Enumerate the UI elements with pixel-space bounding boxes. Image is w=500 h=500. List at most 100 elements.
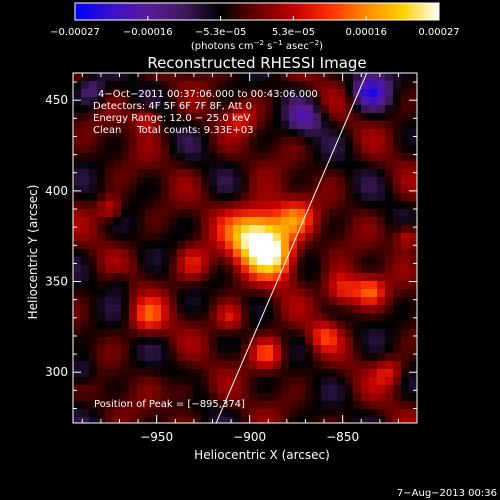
heatmap-cell (313, 377, 322, 386)
heatmap-cell (265, 225, 274, 234)
heatmap-cell (129, 345, 138, 354)
heatmap-cell (345, 393, 354, 402)
heatmap-cell (345, 329, 354, 338)
heatmap-cell (321, 193, 330, 202)
heatmap-cell (337, 89, 346, 98)
heatmap-cell (377, 209, 386, 218)
heatmap-cell (137, 361, 146, 370)
heatmap-cell (233, 353, 242, 362)
heatmap-cell (225, 129, 234, 138)
heatmap-cell (161, 225, 170, 234)
heatmap-cell (353, 97, 362, 106)
heatmap-cell (153, 137, 162, 146)
heatmap-cell (409, 137, 417, 146)
heatmap-cell (113, 401, 122, 410)
heatmap-cell (209, 289, 218, 298)
heatmap-cell (217, 89, 226, 98)
heatmap-cell (217, 153, 226, 162)
heatmap-cell (313, 225, 322, 234)
heatmap-cell (273, 249, 282, 258)
heatmap-cell (217, 361, 226, 370)
heatmap-cell (353, 193, 362, 202)
heatmap-cell (209, 329, 218, 338)
heatmap-cell (385, 281, 394, 290)
heatmap-cell (329, 193, 338, 202)
heatmap-cell (393, 345, 402, 354)
heatmap-cell (137, 337, 146, 346)
heatmap-cell (137, 73, 146, 82)
heatmap-cell (377, 121, 386, 130)
heatmap-cell (409, 153, 417, 162)
heatmap-cell (81, 345, 90, 354)
heatmap-cell (185, 201, 194, 210)
annotation-detectors: Detectors: 4F 5F 6F 7F 8F, Att 0 (93, 101, 252, 112)
heatmap-cell (345, 129, 354, 138)
heatmap-cell (153, 233, 162, 242)
heatmap-cell (361, 169, 370, 178)
heatmap-cell (225, 113, 234, 122)
heatmap-cell (121, 201, 130, 210)
heatmap-cell (81, 153, 90, 162)
heatmap-cell (273, 409, 282, 418)
heatmap-cell (321, 353, 330, 362)
heatmap-cell (337, 145, 346, 154)
heatmap-cell (201, 321, 210, 330)
heatmap-cell (89, 289, 98, 298)
heatmap-cell (265, 409, 274, 418)
heatmap-cell (289, 401, 298, 410)
heatmap-cell (321, 153, 330, 162)
heatmap-cell (105, 145, 114, 154)
heatmap-cell (161, 209, 170, 218)
heatmap-cell (329, 377, 338, 386)
heatmap-cell (249, 201, 258, 210)
heatmap-cell (177, 89, 186, 98)
heatmap-cell (169, 233, 178, 242)
heatmap-cell (193, 257, 202, 266)
heatmap-cell (409, 401, 417, 410)
heatmap-cell (361, 217, 370, 226)
heatmap-cell (121, 385, 130, 394)
heatmap-cell (81, 369, 90, 378)
heatmap-cell (169, 169, 178, 178)
heatmap-cell (385, 353, 394, 362)
heatmap-cell (161, 409, 170, 418)
heatmap-cell (329, 153, 338, 162)
heatmap-cell (185, 265, 194, 274)
heatmap-cell (361, 305, 370, 314)
heatmap-cell (217, 145, 226, 154)
heatmap-cell (73, 233, 82, 242)
heatmap-cell (169, 137, 178, 146)
heatmap-cell (137, 113, 146, 122)
heatmap-cell (353, 169, 362, 178)
heatmap-cell (145, 289, 154, 298)
heatmap-cell (297, 409, 306, 418)
heatmap-cell (113, 121, 122, 130)
heatmap-cell (177, 257, 186, 266)
heatmap-cell (393, 201, 402, 210)
heatmap-cell (97, 385, 106, 394)
heatmap-cell (409, 289, 417, 298)
heatmap-cell (153, 393, 162, 402)
heatmap-cell (209, 297, 218, 306)
heatmap-cell (193, 281, 202, 290)
heatmap-cell (321, 105, 330, 114)
heatmap-cell (105, 337, 114, 346)
heatmap-cell (161, 73, 170, 82)
heatmap-cell (217, 257, 226, 266)
heatmap-cell (121, 137, 130, 146)
heatmap-cell (409, 313, 417, 322)
heatmap-cell (121, 249, 130, 258)
heatmap-cell (209, 305, 218, 314)
heatmap-cell (289, 241, 298, 250)
heatmap-cell (217, 113, 226, 122)
heatmap-cell (377, 73, 386, 82)
heatmap-cell (401, 193, 410, 202)
heatmap-cell (393, 217, 402, 226)
heatmap-cell (345, 345, 354, 354)
heatmap-cell (177, 305, 186, 314)
heatmap-cell (225, 81, 234, 90)
heatmap-cell (265, 305, 274, 314)
heatmap-cell (385, 217, 394, 226)
heatmap-cell (401, 105, 410, 114)
heatmap-cell (345, 297, 354, 306)
